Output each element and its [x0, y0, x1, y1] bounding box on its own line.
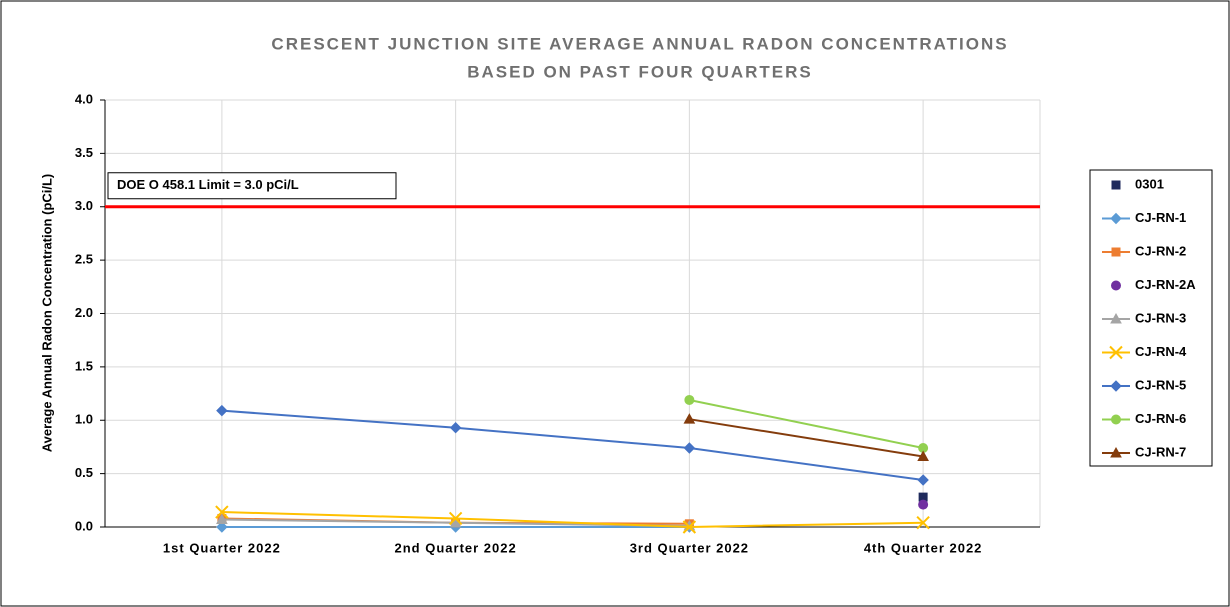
data-point — [682, 520, 697, 534]
y-tick-label: 0.0 — [75, 518, 93, 533]
x-tick-label: 4th Quarter 2022 — [864, 540, 983, 555]
legend-label: CJ-RN-4 — [1135, 344, 1187, 359]
data-point — [683, 413, 696, 424]
legend-marker — [1111, 247, 1121, 257]
y-tick-label: 3.5 — [75, 145, 93, 160]
chart-title: CRESCENT JUNCTION SITE AVERAGE ANNUAL RA… — [271, 34, 1008, 53]
limit-label: DOE O 458.1 Limit = 3.0 pCi/L — [117, 177, 299, 192]
series-line — [221, 409, 924, 482]
y-axis-label: Average Annual Radon Concentration (pCi/… — [39, 174, 54, 453]
legend-marker — [1109, 345, 1123, 360]
data-point — [917, 474, 929, 486]
limit-label-box — [107, 172, 397, 200]
legend-marker — [1110, 446, 1122, 458]
legend-marker — [1110, 380, 1122, 392]
data-point — [449, 422, 462, 434]
y-tick-label: 1.5 — [75, 358, 93, 373]
legend-marker — [1110, 212, 1122, 225]
legend-marker — [1111, 280, 1121, 291]
x-tick-label: 3rd Quarter 2022 — [630, 540, 749, 555]
data-point — [216, 404, 228, 417]
data-point — [918, 499, 929, 510]
legend-label: 0301 — [1135, 176, 1164, 191]
legend-label: CJ-RN-6 — [1135, 411, 1186, 426]
legend-label: CJ-RN-2 — [1135, 243, 1186, 258]
chart-title: BASED ON PAST FOUR QUARTERS — [467, 62, 813, 81]
data-point — [448, 511, 463, 526]
y-tick-label: 0.5 — [75, 465, 93, 480]
data-point — [683, 442, 696, 454]
legend-label: CJ-RN-3 — [1135, 310, 1186, 325]
y-tick-label: 4.0 — [75, 91, 93, 106]
legend-label: CJ-RN-5 — [1135, 377, 1186, 392]
series-line — [689, 398, 924, 449]
data-point — [916, 516, 930, 530]
legend-marker — [1111, 414, 1121, 425]
series-line — [221, 511, 924, 529]
y-tick-label: 2.0 — [75, 305, 93, 320]
data-point — [216, 521, 228, 533]
series-line — [689, 418, 924, 458]
legend-marker — [1110, 312, 1122, 324]
data-point — [917, 450, 929, 462]
x-tick-label: 1st Quarter 2022 — [163, 540, 281, 555]
y-tick-label: 2.5 — [75, 252, 93, 267]
legend-label: CJ-RN-2A — [1135, 277, 1196, 292]
x-tick-label: 2nd Quarter 2022 — [395, 540, 517, 555]
data-point — [684, 394, 695, 405]
data-point — [215, 505, 229, 519]
legend-marker — [1111, 180, 1121, 190]
y-tick-label: 3.0 — [75, 198, 93, 213]
legend-label: CJ-RN-1 — [1135, 210, 1186, 225]
legend-label: CJ-RN-7 — [1135, 444, 1186, 459]
data-point — [216, 513, 228, 525]
y-tick-label: 1.0 — [75, 412, 93, 427]
